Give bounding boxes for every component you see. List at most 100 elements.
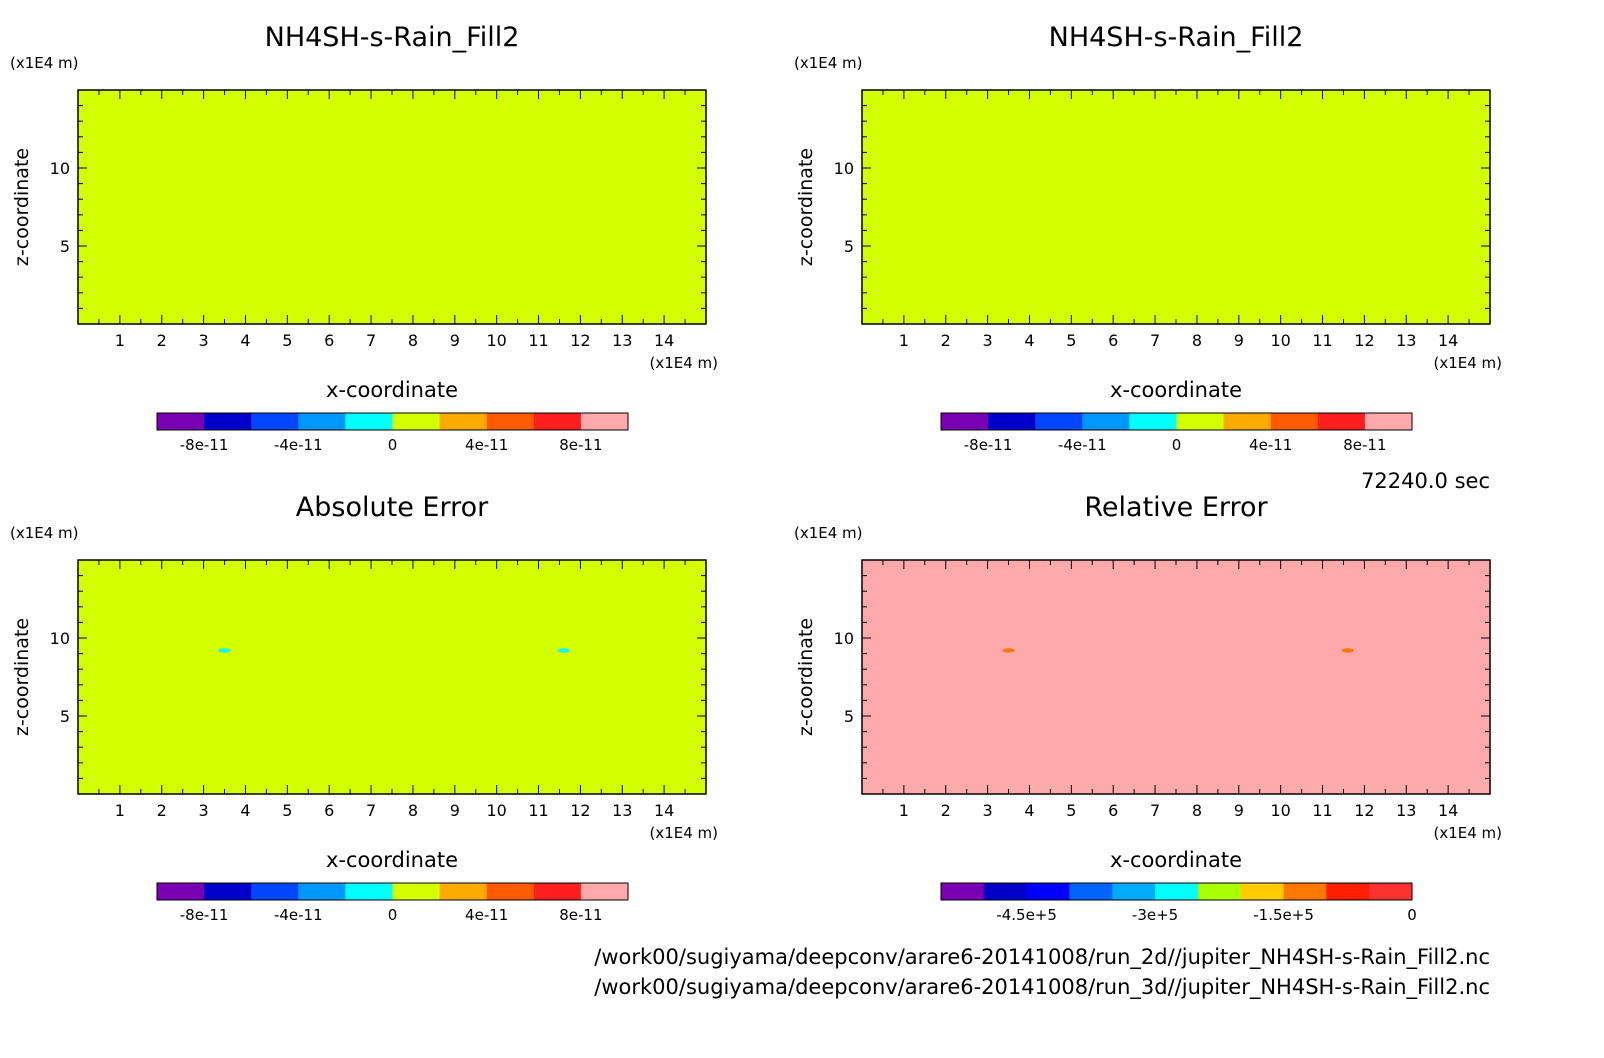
colorbar-swatch — [486, 413, 535, 430]
colorbar-tick-label: -4e-11 — [1058, 436, 1107, 454]
x-tick-label: 13 — [612, 331, 632, 350]
chart-panel-4: Relative Error(x1E4 m)1 2 3 4 5 6 7 8 9 10 11 12 13 1… — [794, 492, 1502, 924]
colorbar-tick-label: -4e-11 — [274, 906, 323, 924]
x-tick-label: 2 — [941, 331, 951, 350]
x-axis-label: x-coordinate — [326, 378, 458, 402]
colorbar-swatch — [298, 883, 346, 900]
x-axis-label: x-coordinate — [1110, 378, 1242, 402]
x-tick-label: 11 — [1312, 801, 1332, 820]
x-unit-label: (x1E4 m) — [649, 824, 718, 842]
colorbar-swatch — [251, 883, 299, 900]
colorbar-tick-label: 8e-11 — [559, 906, 602, 924]
x-tick-label: 1 — [115, 801, 125, 820]
x-tick-label: 13 — [612, 801, 632, 820]
x-tick-label: 6 — [324, 331, 334, 350]
colorbar-swatch — [533, 883, 582, 900]
colorbar-frame — [156, 412, 629, 431]
x-tick-label: 14 — [1438, 331, 1458, 350]
x-tick-label: 6 — [324, 801, 334, 820]
x-tick-label: 4 — [1024, 331, 1034, 350]
colorbar-tick-label: 0 — [1172, 436, 1182, 454]
heatmap-feature-1 — [218, 648, 231, 653]
chart-title: Relative Error — [1084, 492, 1268, 523]
y-unit-label: (x1E4 m) — [10, 54, 79, 72]
colorbar-swatch — [1112, 883, 1156, 900]
heatmap-field — [862, 90, 1490, 324]
x-tick-label: 12 — [570, 331, 590, 350]
colorbar-swatch — [580, 883, 629, 900]
y-unit-label: (x1E4 m) — [794, 524, 863, 542]
colorbar-swatch — [1364, 413, 1413, 430]
colorbar-tick-label: -8e-11 — [964, 436, 1013, 454]
colorbar-swatch — [204, 413, 252, 430]
time-label: 72240.0 sec — [1361, 469, 1490, 493]
x-tick-label: 10 — [486, 801, 506, 820]
y-tick-label: 5 — [60, 237, 70, 256]
x-tick-label: 11 — [1312, 331, 1332, 350]
x-tick-label: 5 — [1066, 801, 1076, 820]
colorbar-swatch — [941, 883, 985, 900]
heatmap-field — [862, 560, 1490, 794]
colorbar-swatch — [1240, 883, 1285, 900]
colorbar-swatch — [439, 883, 488, 900]
colorbar-swatch — [204, 883, 252, 900]
colorbar-swatch — [1069, 883, 1113, 900]
colorbar-tick-label: -4e-11 — [274, 436, 323, 454]
x-tick-label: 13 — [1396, 331, 1416, 350]
colorbar-swatch — [533, 413, 582, 430]
x-tick-label: 9 — [450, 801, 460, 820]
colorbar-frame — [156, 882, 629, 901]
chart-panel-2: NH4SH-s-Rain_Fill2(x1E4 m)1 2 3 4 5 6 7 8 9 10 11 1… — [794, 22, 1502, 454]
colorbar-tick-label: -8e-11 — [180, 436, 229, 454]
x-axis-label: x-coordinate — [1110, 848, 1242, 872]
chart-panel-1: NH4SH-s-Rain_Fill2(x1E4 m)1 2 3 4 5 6 7 8 9 10 11 1… — [10, 22, 718, 454]
x-tick-label: 14 — [654, 801, 674, 820]
colorbar-swatch — [1129, 413, 1177, 430]
colorbar-swatch — [251, 413, 299, 430]
x-tick-label: 3 — [983, 331, 993, 350]
colorbar-swatch — [988, 413, 1036, 430]
heatmap-feature-2 — [557, 648, 570, 653]
colorbar-swatch — [1155, 883, 1199, 900]
colorbar-tick-label: -3e+5 — [1132, 906, 1178, 924]
colorbar-tick-label: 0 — [388, 906, 398, 924]
colorbar-swatch — [345, 413, 393, 430]
colorbar-frame — [940, 412, 1413, 431]
x-tick-label: 13 — [1396, 801, 1416, 820]
x-tick-label: 10 — [1270, 331, 1290, 350]
y-tick-label: 5 — [844, 707, 854, 726]
x-tick-label: 7 — [1150, 331, 1160, 350]
heatmap-feature-2 — [1341, 648, 1354, 653]
colorbar-swatch — [580, 413, 629, 430]
colorbar-swatch — [1369, 883, 1413, 900]
chart-title: NH4SH-s-Rain_Fill2 — [1049, 22, 1304, 53]
x-tick-label: 2 — [941, 801, 951, 820]
colorbar-swatch — [1317, 413, 1366, 430]
y-tick-label: 5 — [844, 237, 854, 256]
colorbar-swatch — [983, 883, 1028, 900]
x-tick-label: 2 — [157, 331, 167, 350]
colorbar-swatch — [1283, 883, 1327, 900]
colorbar-swatch — [439, 413, 488, 430]
colorbar-swatch — [1197, 883, 1242, 900]
colorbar-swatch — [1223, 413, 1272, 430]
y-axis-label: z-coordinate — [11, 618, 33, 736]
colorbar-swatch — [157, 883, 205, 900]
colorbar-swatch — [1082, 413, 1130, 430]
colorbar-tick-label: 8e-11 — [559, 436, 602, 454]
x-tick-label: 3 — [199, 331, 209, 350]
x-tick-label: 7 — [366, 801, 376, 820]
colorbar-swatch — [1035, 413, 1083, 430]
y-tick-label: 10 — [834, 159, 854, 178]
colorbar-swatch — [1270, 413, 1319, 430]
colorbar-tick-label: 0 — [1407, 906, 1417, 924]
y-tick-label: 5 — [60, 707, 70, 726]
chart-title: NH4SH-s-Rain_Fill2 — [265, 22, 520, 53]
x-unit-label: (x1E4 m) — [649, 354, 718, 372]
colorbar-swatch — [157, 413, 205, 430]
x-tick-label: 7 — [1150, 801, 1160, 820]
x-tick-label: 7 — [366, 331, 376, 350]
colorbar-swatch — [345, 883, 393, 900]
y-tick-label: 10 — [50, 629, 70, 648]
